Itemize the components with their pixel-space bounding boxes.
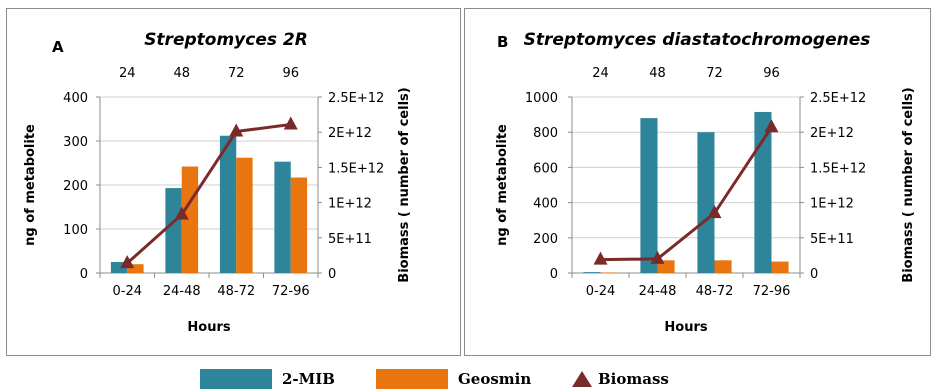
panel-b-ylabel-right: Biomass ( number of cells) [901,87,916,282]
legend-marker-biomass [572,371,592,387]
panel-b-biomass-line [600,126,773,262]
panel-b-top-tick-label: 24 [592,66,609,81]
panel-a-ylabel: ng of metabolite [23,124,38,246]
panel-a-biomass-marker [229,123,244,137]
panel-b-ylabel: ng of metabolite [495,124,510,246]
panel-b-y2tick-label: 2.5E+12 [810,91,866,106]
panel-b-letter: B [497,33,508,51]
panel-a-biomass-marker [283,116,298,130]
panel-b-xtick-label: 48-72 [696,284,734,299]
panel-a-top-tick-label: 96 [282,66,299,81]
panel-a-bar-geosmin [236,157,253,273]
panel-a-top-tick-label: 72 [228,66,245,81]
panel-b-bar-geosmin [714,260,732,273]
legend-label-biomass: Biomass [598,370,669,388]
panel-a-top-tick-label: 48 [173,66,190,81]
panel-b-ytick-label: 1000 [525,91,558,106]
panel-a-biomass-marker [174,206,189,220]
panel-a-bar-mib [110,262,128,273]
panel-b-top-tick-label: 72 [706,66,723,81]
panel-a-ytick-label: 0 [80,267,88,282]
panel-b-xlabel: Hours [664,320,707,335]
panel-b-bar-mib [697,132,715,273]
panel-b-biomass-marker [707,205,722,219]
panel-a-xtick-label: 0-24 [112,284,142,299]
legend: 2-MIB Geosmin Biomass [0,365,935,390]
panel-b-y2tick-label: 1E+12 [810,197,854,212]
panel-a-bar-geosmin [181,166,199,273]
panel-a-y2tick-label: 0 [328,267,336,282]
panel-a-ytick-label: 200 [63,179,88,194]
panel-a-ytick-label: 400 [63,91,88,106]
panel-b-xtick-label: 0-24 [586,284,616,299]
panel-b-ytick-label: 600 [533,161,558,176]
panel-a-y2tick-label: 1.5E+12 [328,161,384,176]
panel-a-bar-geosmin [290,177,308,273]
panel-b-xtick-label: 72-96 [753,284,791,299]
legend-item-mib: 2-MIB [200,369,335,389]
panel-b-y2tick-label: 2E+12 [810,126,854,141]
panel-b-top-tick-label: 48 [649,66,666,81]
panel-b-bar-geosmin [600,272,618,273]
panel-a-y2tick-label: 2E+12 [328,126,372,141]
panel-b-biomass-marker [650,250,665,264]
legend-swatch-mib [200,369,272,389]
panel-b-biomass-marker [764,119,779,133]
panel-b-bar-mib [640,118,658,274]
panel-a-bar-mib [219,135,237,273]
panel-b-xtick-label: 24-48 [639,284,677,299]
panel-a-top-tick-label: 24 [119,66,136,81]
legend-item-biomass: Biomass [570,369,669,389]
legend-item-geosmin: Geosmin [376,369,531,389]
panel-b-bar-geosmin [771,261,789,273]
legend-label-geosmin: Geosmin [458,370,532,388]
panel-a-y2tick-label: 5E+11 [328,232,372,247]
panel-a-y2tick-label: 2.5E+12 [328,91,384,106]
panel-b-y2tick-label: 5E+11 [810,232,854,247]
panel-b-ytick-label: 800 [533,126,558,141]
panel-a-ytick-label: 100 [63,223,88,238]
panel-b-bar-mib [583,272,601,273]
panel-b-ytick-label: 0 [550,267,558,282]
legend-swatch-geosmin [376,369,448,389]
panel-a-xtick-label: 48-72 [217,284,255,299]
panel-b-biomass-marker [593,251,608,265]
panel-a-xtick-label: 72-96 [272,284,310,299]
panel-a-ylabel-right: Biomass ( number of cells) [397,87,412,282]
panel-b-top-tick-label: 96 [763,66,780,81]
panel-a-biomass-line [126,122,291,265]
panel-a-letter: A [52,38,64,56]
panel-a-title: Streptomyces 2R [144,30,308,50]
panel-b-y2tick-label: 0 [810,267,818,282]
panel-a-xlabel: Hours [187,320,230,335]
panel-a-xtick-label: 24-48 [163,284,201,299]
panel-b-ytick-label: 400 [533,197,558,212]
panel-b-ytick-label: 200 [533,232,558,247]
panel-b-y2tick-label: 1.5E+12 [810,161,866,176]
legend-label-mib: 2-MIB [282,370,335,388]
panel-a-y2tick-label: 1E+12 [328,197,372,212]
panel-a-biomass-marker [120,255,135,269]
panel-a-bar-mib [165,188,182,273]
panel-b-bar-mib [754,111,772,274]
panel-a-bar-mib [274,161,291,273]
panel-a-ytick-label: 300 [63,135,88,150]
panel-b-title: Streptomyces diastatochromogenes [524,30,871,50]
panel-a-bar-geosmin [127,264,144,273]
